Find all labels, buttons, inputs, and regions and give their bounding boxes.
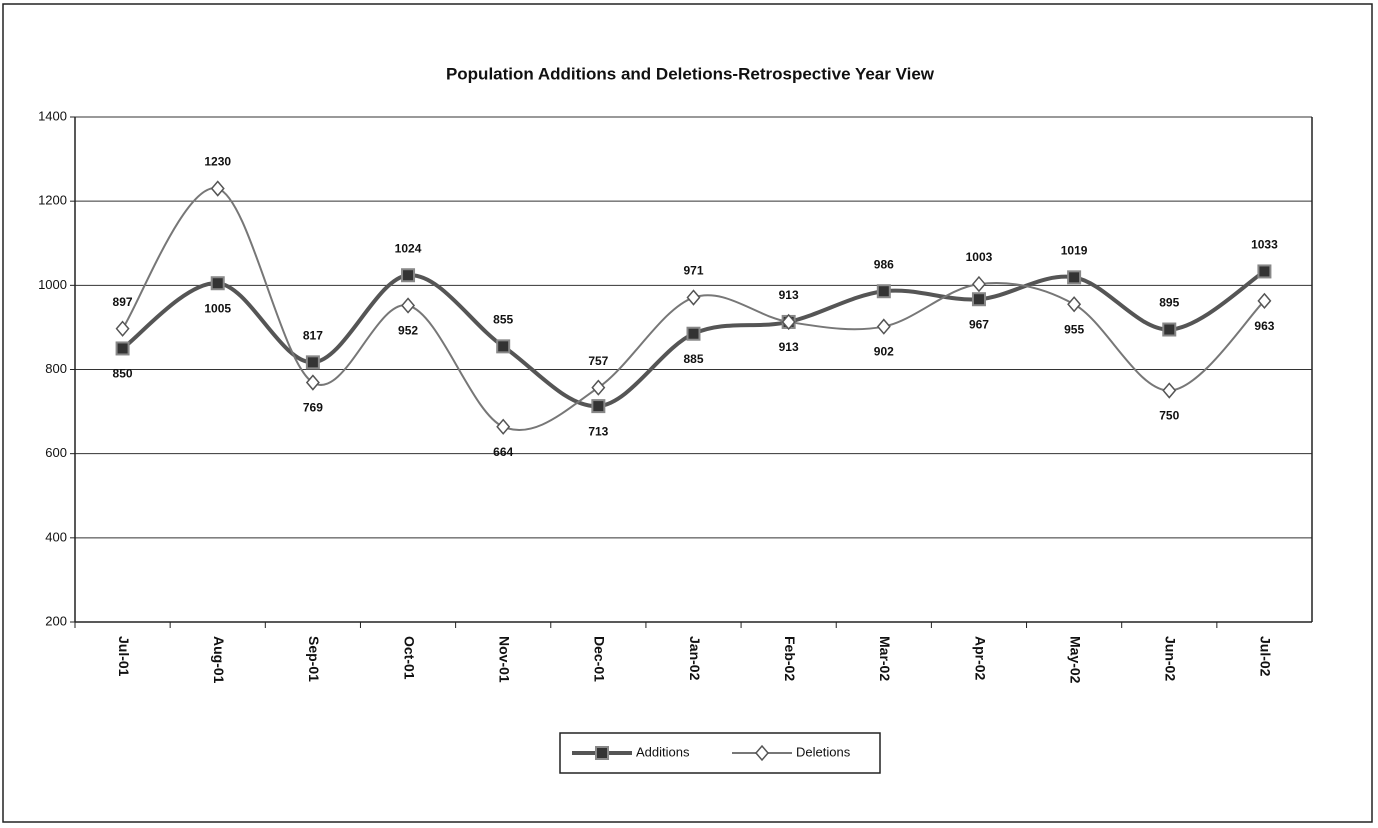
- data-label: 1005: [204, 301, 231, 315]
- data-point: [591, 379, 606, 396]
- y-tick-label: 1400: [38, 108, 67, 123]
- x-tick-label: Jan-02: [687, 636, 703, 681]
- y-tick-label: 200: [45, 613, 67, 628]
- data-label: 895: [1159, 296, 1179, 310]
- x-tick-label: Jul-01: [116, 636, 132, 677]
- data-label: 769: [303, 401, 323, 415]
- x-tick-label: Mar-02: [877, 636, 893, 681]
- y-tick-label: 1200: [38, 193, 67, 208]
- data-point: [115, 320, 130, 337]
- y-tick-label: 1000: [38, 277, 67, 292]
- data-label: 913: [779, 288, 799, 302]
- data-point: [876, 318, 891, 335]
- y-tick-label: 800: [45, 361, 67, 376]
- data-label: 750: [1159, 409, 1179, 423]
- data-point: [496, 418, 511, 435]
- legend: Additions Deletions: [559, 732, 881, 774]
- data-point: [305, 355, 320, 370]
- legend-marker: [595, 746, 609, 760]
- legend-marker: [755, 744, 769, 762]
- data-point: [781, 313, 796, 331]
- data-label: 986: [874, 257, 894, 271]
- x-tick-label: Feb-02: [782, 636, 798, 681]
- x-tick-label: Aug-01: [211, 636, 227, 684]
- x-tick-label: Oct-01: [401, 636, 417, 680]
- data-label: 967: [969, 317, 989, 331]
- data-point: [971, 292, 986, 307]
- x-tick-label: Dec-01: [592, 636, 608, 682]
- data-label: 1024: [395, 241, 422, 255]
- data-point: [210, 276, 225, 291]
- data-point: [971, 275, 986, 293]
- data-label: 963: [1254, 319, 1274, 333]
- data-point: [401, 268, 416, 283]
- data-label: 902: [874, 345, 894, 359]
- data-label: 817: [303, 329, 323, 343]
- data-label: 1230: [204, 155, 231, 169]
- data-label: 855: [493, 313, 513, 327]
- x-tick-label: Apr-02: [972, 636, 988, 681]
- data-label: 913: [779, 340, 799, 354]
- data-label: 885: [683, 352, 703, 366]
- data-point: [876, 284, 891, 299]
- data-label: 955: [1064, 322, 1084, 336]
- data-label: 757: [588, 354, 608, 368]
- x-tick-label: Sep-01: [306, 636, 322, 682]
- data-point: [1162, 322, 1177, 337]
- legend-label: Deletions: [796, 744, 851, 759]
- data-point: [115, 341, 130, 356]
- data-label: 952: [398, 324, 418, 338]
- x-tick-label: May-02: [1067, 636, 1083, 684]
- data-label: 850: [113, 367, 133, 381]
- data-point: [496, 339, 511, 354]
- data-point: [686, 289, 701, 306]
- x-tick-label: Nov-01: [496, 636, 512, 683]
- data-label: 1019: [1061, 244, 1088, 258]
- legend-label: Additions: [636, 744, 690, 759]
- data-point: [591, 399, 606, 414]
- data-point: [1067, 270, 1082, 285]
- data-label: 1003: [966, 250, 993, 264]
- data-label: 971: [683, 264, 703, 278]
- data-point: [1067, 296, 1082, 313]
- x-tick-label: Jul-02: [1258, 636, 1274, 677]
- data-point: [1257, 292, 1272, 310]
- chart-title: Population Additions and Deletions-Retro…: [446, 64, 935, 83]
- data-label: 897: [113, 295, 133, 309]
- data-label: 664: [493, 445, 513, 459]
- data-point: [1162, 382, 1177, 399]
- y-tick-label: 400: [45, 529, 67, 544]
- data-point: [1257, 264, 1272, 279]
- data-point: [210, 180, 225, 197]
- data-point: [401, 297, 416, 314]
- data-point: [305, 374, 320, 391]
- chart-frame: [2, 3, 1373, 823]
- data-point: [686, 326, 701, 341]
- x-tick-label: Jun-02: [1163, 636, 1179, 681]
- data-label: 713: [588, 424, 608, 438]
- y-tick-label: 600: [45, 445, 67, 460]
- data-label: 1033: [1251, 238, 1278, 252]
